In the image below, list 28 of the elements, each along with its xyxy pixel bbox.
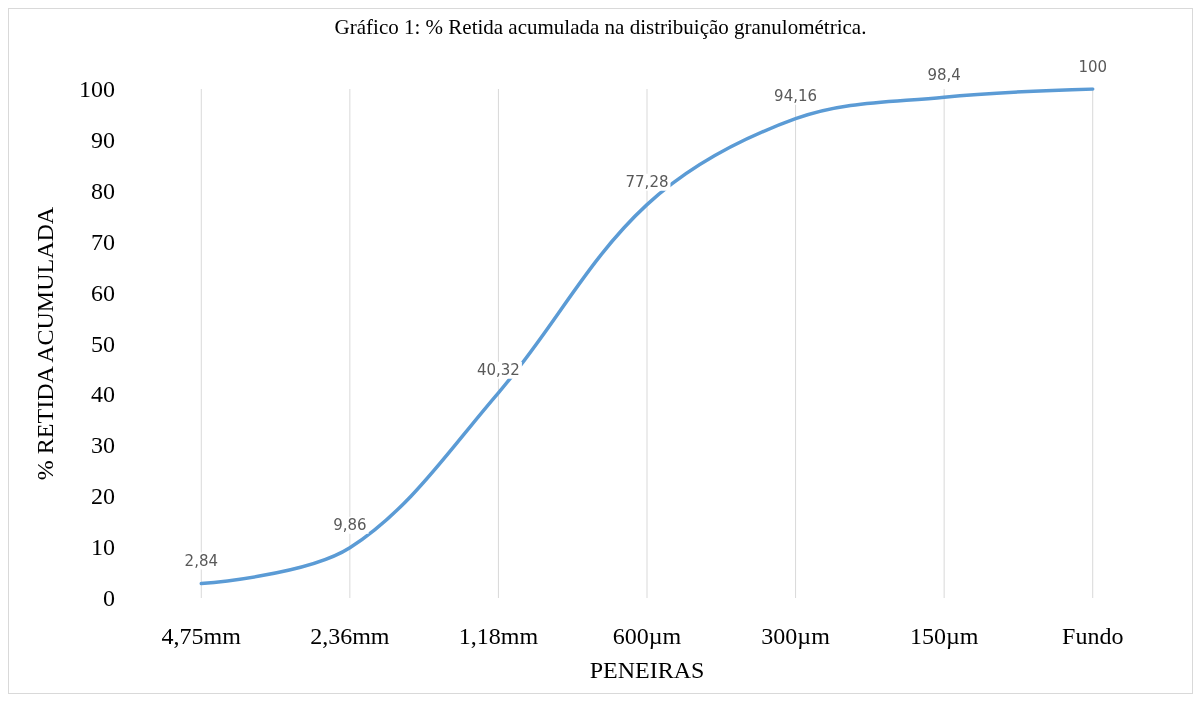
- y-tick-label: 0: [103, 585, 115, 611]
- x-tick-label: 150µm: [909, 623, 979, 649]
- data-label: 9,86: [333, 516, 367, 535]
- data-label: 94,16: [774, 87, 818, 106]
- y-tick-label: 90: [91, 126, 115, 153]
- y-tick-label: 60: [91, 279, 115, 306]
- x-tick-label: 2,36mm: [310, 623, 390, 649]
- y-tick-label: 80: [91, 177, 115, 204]
- x-tick-label: 4,75mm: [161, 623, 242, 649]
- x-tick-label: 300µm: [761, 623, 831, 649]
- x-axis-title: PENEIRAS: [589, 657, 705, 683]
- y-tick-label: 10: [91, 534, 115, 561]
- y-tick-label: 50: [91, 330, 115, 357]
- data-label: 40,32: [476, 361, 520, 380]
- y-tick-label: 30: [91, 432, 115, 459]
- chart-title: Gráfico 1: % Retida acumulada na distribuição granulométrica.: [334, 14, 867, 39]
- x-tick-label: Fundo: [1062, 623, 1124, 649]
- data-label: 77,28: [625, 173, 669, 192]
- data-label: 100: [1078, 57, 1108, 76]
- y-tick-label: 100: [79, 76, 115, 102]
- data-label: 98,4: [927, 65, 961, 84]
- x-tick-label: 600µm: [612, 623, 682, 649]
- y-tick-label: 70: [91, 228, 115, 255]
- y-axis-title: % RETIDA ACUMULADA: [32, 206, 58, 481]
- data-label: 2,84: [184, 552, 218, 571]
- y-tick-label: 40: [91, 381, 115, 408]
- y-tick-label: 20: [91, 483, 115, 510]
- x-tick-label: 1,18mm: [458, 623, 539, 649]
